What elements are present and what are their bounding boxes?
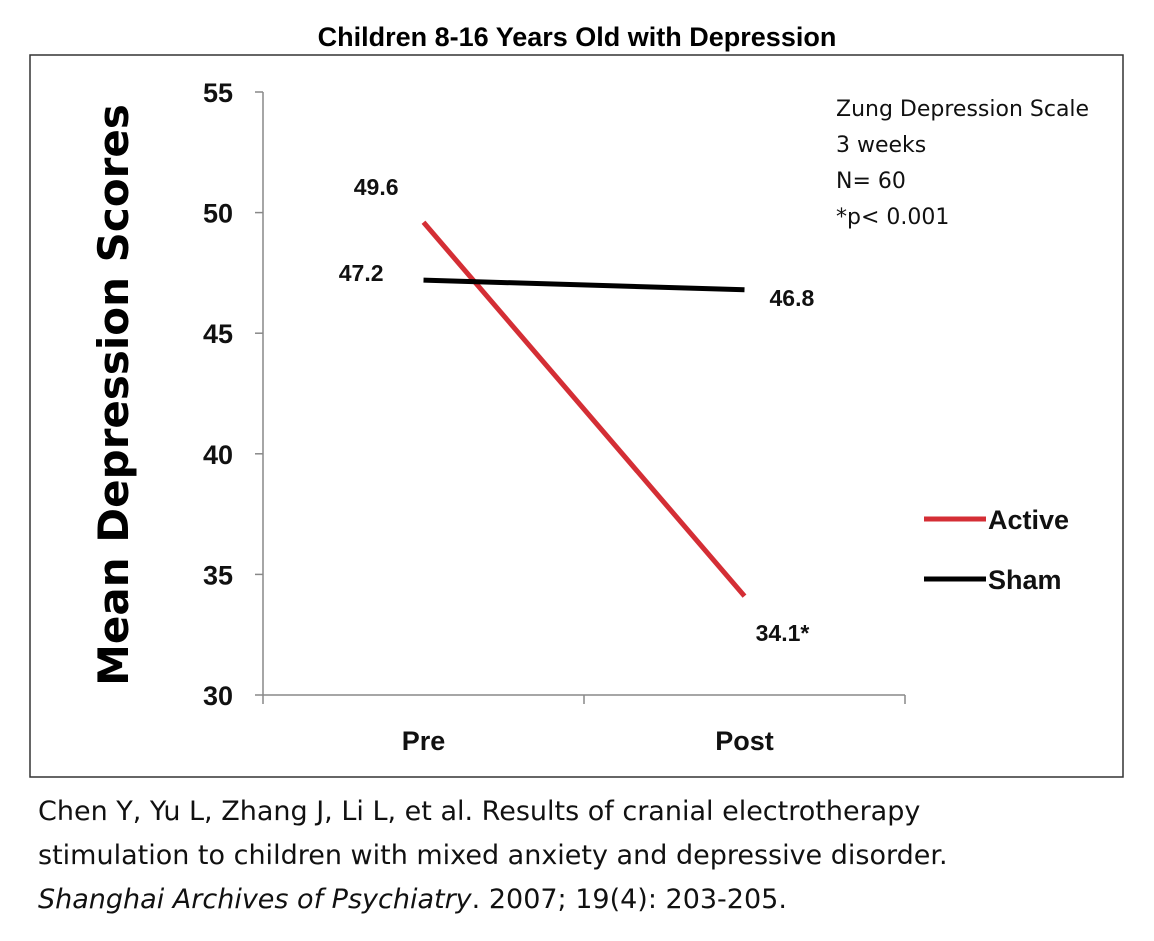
- y-axis: 30 35 40 45 50 55: [203, 78, 264, 711]
- data-label-sham-post: 46.8: [770, 285, 815, 311]
- series-lines: [421, 220, 747, 598]
- data-label-active-pre: 49.6: [354, 174, 399, 200]
- annotation-box: Zung Depression Scale 3 weeks N= 60 *p< 0.0…: [836, 97, 1089, 230]
- legend: Active Sham: [924, 505, 1069, 595]
- series-line-active: [421, 220, 747, 598]
- y-tick-label: 50: [203, 199, 233, 229]
- y-tick-label: 55: [203, 78, 233, 108]
- legend-label-active: Active: [988, 505, 1069, 535]
- annotation-line: N= 60: [836, 169, 906, 194]
- x-tick-label: Post: [715, 726, 774, 756]
- legend-label-sham: Sham: [988, 565, 1062, 595]
- y-tick-label: 30: [203, 681, 233, 711]
- chart-frame: [29, 54, 1124, 778]
- citation-details: . 2007; 19(4): 203-205.: [471, 884, 787, 915]
- annotation-line: 3 weeks: [836, 133, 926, 158]
- data-labels: 49.6 34.1* 47.2 46.8: [339, 174, 815, 646]
- citation-journal: Shanghai Archives of Psychiatry: [38, 884, 472, 915]
- y-axis-label: Mean Depression Scores: [89, 104, 138, 686]
- data-label-active-post: 34.1*: [756, 620, 810, 646]
- y-tick-label: 35: [203, 560, 233, 590]
- x-tick-label: Pre: [402, 726, 446, 756]
- annotation-line: Zung Depression Scale: [836, 97, 1089, 122]
- annotation-line: *p< 0.001: [836, 205, 949, 230]
- chart-title: Children 8-16 Years Old with Depression: [318, 22, 837, 52]
- citation-line-2: stimulation to children with mixed anxie…: [38, 840, 948, 871]
- data-label-sham-pre: 47.2: [339, 260, 384, 286]
- citation: Chen Y, Yu L, Zhang J, Li L, et al. Resu…: [38, 790, 1138, 922]
- citation-line-3: Shanghai Archives of Psychiatry. 2007; 1…: [38, 878, 1138, 922]
- citation-line-1: Chen Y, Yu L, Zhang J, Li L, et al. Resu…: [38, 796, 921, 827]
- y-tick-label: 45: [203, 319, 233, 349]
- y-tick-label: 40: [203, 440, 233, 470]
- x-axis: Pre Post: [262, 694, 906, 756]
- series-line-sham: [423, 277, 745, 293]
